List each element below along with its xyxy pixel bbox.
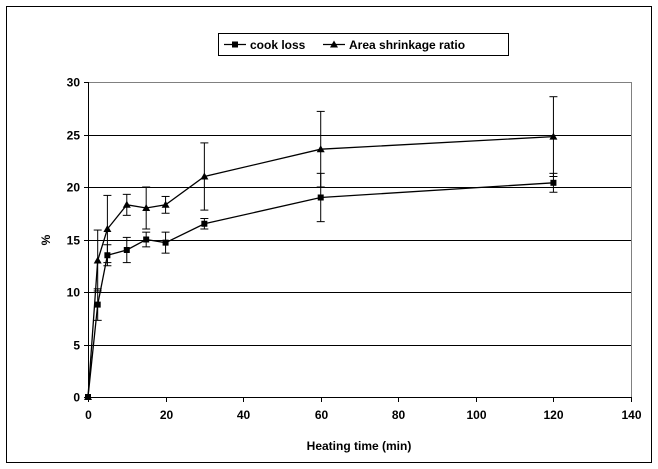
data-point-0-8 xyxy=(550,179,557,186)
y-tick-label-15: 15 xyxy=(67,234,81,248)
y-tick-labels: 0 5 10 15 20 25 30 xyxy=(67,76,81,405)
x-tick-label-40: 40 xyxy=(237,408,251,422)
legend-label-area-shrinkage: Area shrinkage ratio xyxy=(349,38,465,52)
series-area-shrinkage-ratio xyxy=(84,96,558,400)
x-tick-labels: 0 20 40 60 80 100 120 140 xyxy=(85,408,642,422)
data-point-0-1 xyxy=(94,301,101,308)
y-tick-label-5: 5 xyxy=(73,339,80,353)
y-tick-label-30: 30 xyxy=(67,76,81,90)
y-tick-label-25: 25 xyxy=(67,129,81,143)
y-tick-label-10: 10 xyxy=(67,286,81,300)
data-point-1-3 xyxy=(122,200,131,208)
data-point-1-1 xyxy=(93,256,102,264)
data-point-0-3 xyxy=(123,247,130,253)
x-tick-label-80: 80 xyxy=(392,408,406,422)
data-point-0-4 xyxy=(143,236,150,243)
data-point-0-7 xyxy=(317,194,324,201)
data-point-1-8 xyxy=(549,132,558,140)
data-point-1-4 xyxy=(142,204,151,211)
x-tick-label-100: 100 xyxy=(466,408,486,422)
x-tick-label-0: 0 xyxy=(85,408,92,422)
legend-marker-square xyxy=(232,41,238,48)
axes xyxy=(84,82,632,402)
series-layer xyxy=(84,96,558,400)
y-tick-label-0: 0 xyxy=(73,391,80,405)
data-point-1-0 xyxy=(84,393,92,400)
x-tick-label-140: 140 xyxy=(621,408,641,422)
chart-border xyxy=(6,6,652,463)
data-point-1-7 xyxy=(316,145,325,153)
legend-marker-triangle xyxy=(330,40,338,48)
data-point-1-2 xyxy=(103,225,112,232)
data-point-0-6 xyxy=(201,220,208,227)
x-tick-label-20: 20 xyxy=(160,408,174,422)
y-tick-label-20: 20 xyxy=(67,181,81,195)
data-point-0-5 xyxy=(162,239,169,246)
x-axis-label: Heating time (min) xyxy=(307,439,412,453)
x-tick-label-120: 120 xyxy=(543,408,563,422)
legend-box xyxy=(218,33,509,56)
legend: cook loss Area shrinkage ratio xyxy=(218,33,509,56)
legend-label-cook-loss: cook loss xyxy=(250,38,306,52)
y-axis-label: % xyxy=(39,234,53,245)
data-point-1-6 xyxy=(200,172,209,180)
x-tick-label-60: 60 xyxy=(315,408,329,422)
data-point-1-5 xyxy=(161,200,170,208)
